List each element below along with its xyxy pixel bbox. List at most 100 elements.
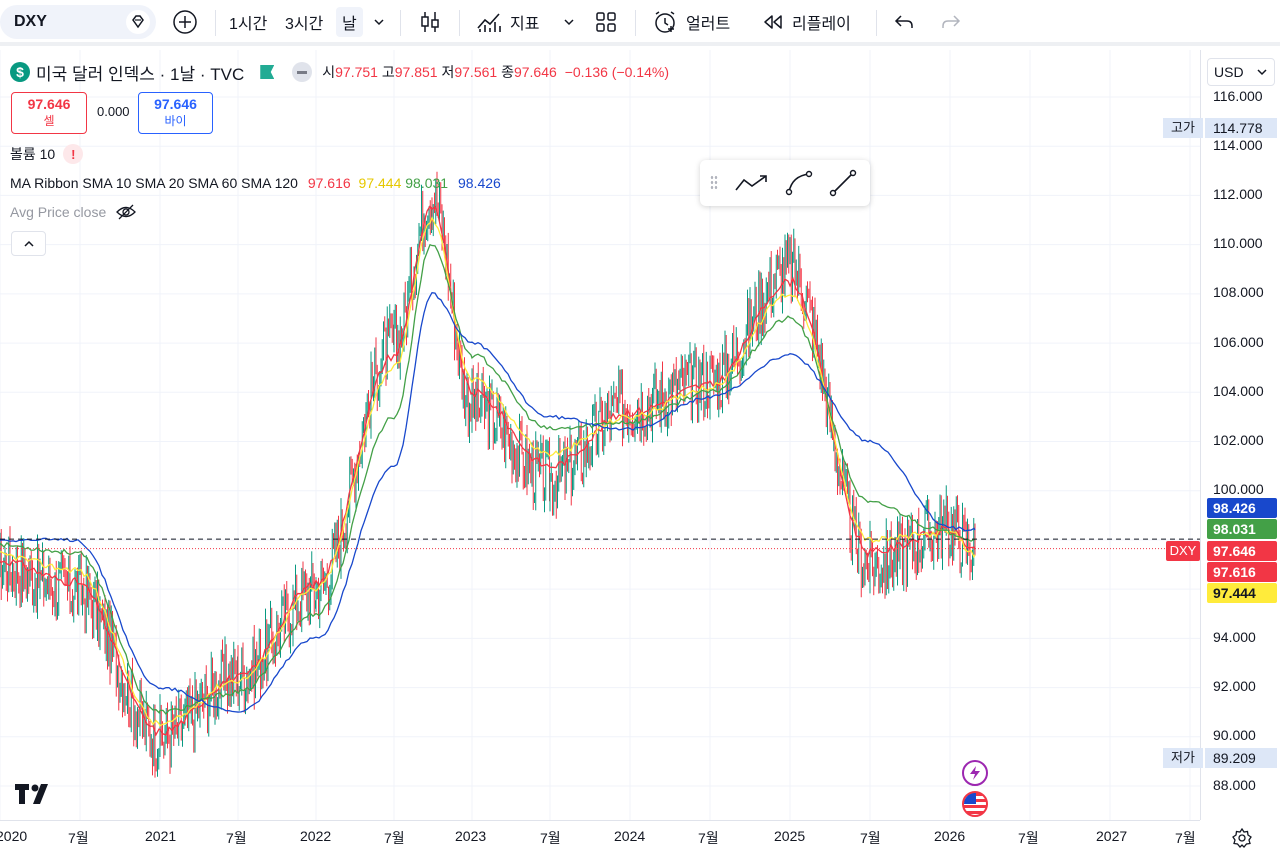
time-tick: 2024	[614, 828, 646, 844]
time-tick: 2021	[145, 828, 177, 844]
price-label-sma20: 97.444	[1207, 583, 1277, 603]
price-axis[interactable]: USD 116.000 114.000 112.000 110.000 108.000 1…	[1200, 50, 1280, 820]
price-tick: 90.000	[1213, 727, 1256, 743]
price-tick: 88.000	[1213, 777, 1256, 793]
trend-line-tool-icon[interactable]	[828, 168, 858, 198]
redo-button[interactable]	[940, 7, 962, 37]
warning-icon[interactable]: !	[63, 144, 84, 164]
undo-button[interactable]	[893, 7, 915, 37]
rewind-icon	[764, 15, 782, 29]
diamond-icon[interactable]	[126, 10, 150, 34]
chart-type-button[interactable]	[419, 7, 441, 37]
price-tick: 104.000	[1213, 383, 1264, 399]
interval-3h[interactable]: 날3시간	[285, 16, 324, 33]
chart-pane[interactable]	[0, 50, 1200, 820]
curve-tool-icon[interactable]	[784, 168, 814, 198]
chevron-down-icon	[374, 19, 384, 26]
price-tick: 102.000	[1213, 432, 1264, 448]
low-value: 89.209	[1205, 748, 1277, 768]
market-status-icon	[260, 65, 275, 79]
time-tick: 2027	[1096, 828, 1128, 844]
spread-value: 0.000	[97, 104, 130, 119]
time-tick: 2023	[455, 828, 487, 844]
price-tick: 112.000	[1213, 186, 1263, 202]
price-tick: 108.000	[1213, 284, 1264, 300]
time-tick: 7월	[1018, 830, 1039, 846]
high-value: 114.778	[1205, 118, 1277, 138]
time-tick: 7월	[540, 830, 561, 846]
price-tick: 116.000	[1213, 88, 1263, 104]
indicators-icon	[477, 13, 501, 32]
drag-handle-icon[interactable]	[710, 175, 718, 191]
chevron-down-icon	[1257, 69, 1267, 76]
top-toolbar: DXY 1시간 날3시간 날 지표 얼러트 리플레이	[0, 0, 1280, 46]
currency-selector[interactable]: USD	[1207, 58, 1275, 86]
time-tick: 2026	[934, 828, 966, 844]
indicators-dropdown[interactable]	[562, 7, 576, 37]
event-lightning-icon[interactable]	[962, 760, 988, 786]
layout-button[interactable]	[595, 7, 617, 37]
interval-1h[interactable]: 1시간	[229, 16, 268, 33]
plus-circle-icon	[173, 10, 197, 34]
price-tick: 92.000	[1213, 678, 1256, 694]
sell-button[interactable]: 97.646 셀	[11, 92, 87, 134]
time-tick: 7월	[698, 830, 719, 846]
time-tick: 2025	[774, 828, 806, 844]
grid-icon	[596, 12, 616, 32]
low-label: 저가	[1163, 748, 1203, 768]
price-tick: 106.000	[1213, 334, 1264, 350]
chevron-up-icon	[23, 240, 34, 247]
price-label-sma120: 98.426	[1207, 498, 1277, 518]
tradingview-logo[interactable]	[15, 784, 53, 804]
price-tick: 94.000	[1213, 629, 1256, 645]
dollar-icon: $	[10, 62, 30, 82]
flag-icon[interactable]	[292, 62, 313, 82]
price-tick: 114.000	[1213, 137, 1263, 153]
interval-day[interactable]: 날	[336, 7, 363, 37]
symbol-text: DXY	[14, 13, 47, 30]
time-tick: 7월	[860, 830, 881, 846]
us-flag-icon[interactable]	[962, 791, 988, 817]
time-tick: 7월	[68, 830, 89, 846]
ma-ribbon-indicator[interactable]: MA Ribbon SMA 10 SMA 20 SMA 60 SMA 120 9…	[10, 175, 501, 191]
price-label-sma60: 98.031	[1207, 519, 1277, 539]
buy-button[interactable]: 97.646 바이	[138, 92, 213, 134]
price-tick: 110.000	[1213, 235, 1263, 251]
ohlc-values: 시97.751 고97.851 저97.561 종97.646 −0.136 (…	[322, 64, 669, 80]
price-label-sma10: 97.616	[1207, 562, 1277, 582]
symbol-price-tag: DXY	[1166, 541, 1200, 561]
undo-icon	[894, 15, 913, 28]
candles-icon	[421, 12, 439, 32]
price-label-last: 97.646	[1207, 541, 1277, 561]
high-label: 고가	[1163, 118, 1203, 138]
avg-price-indicator[interactable]: Avg Price close	[10, 204, 137, 220]
alert-button[interactable]: 얼러트	[652, 7, 730, 37]
price-tick: 100.000	[1213, 481, 1264, 497]
alarm-clock-icon	[655, 11, 675, 33]
time-tick: 7월	[1175, 830, 1196, 846]
chevron-down-icon	[564, 19, 574, 26]
symbol-title[interactable]: 미국 달러 인덱스 · 1날 · TVC	[36, 64, 245, 84]
legend-header: $ 미국 달러 인덱스 · 1날 · TVC 시97.751 고97.851 저…	[10, 60, 669, 84]
time-tick: 7월	[384, 830, 405, 846]
replay-button[interactable]: 리플레이	[762, 7, 851, 37]
interval-dropdown[interactable]	[372, 7, 386, 37]
add-symbol-button[interactable]	[172, 7, 198, 37]
indicators-button[interactable]: 지표	[476, 7, 539, 37]
ma-line-sma-20	[0, 216, 976, 727]
time-tick: 7월	[226, 830, 247, 846]
volume-indicator[interactable]: 볼륨 10 !	[10, 144, 84, 164]
redo-icon	[942, 15, 961, 28]
settings-icon[interactable]	[1232, 827, 1252, 848]
ma-line-sma-60	[0, 243, 976, 716]
time-axis[interactable]: 2020 7월 2021 7월 2022 7월 2023 7월 2024 7월 2025 7월 2026…	[0, 820, 1200, 850]
eye-off-icon[interactable]	[116, 204, 137, 220]
ma-line-sma-10	[0, 204, 976, 737]
time-tick: 2022	[300, 828, 332, 844]
time-tick: 2020	[0, 828, 28, 844]
polyline-tool-icon[interactable]	[734, 170, 770, 196]
ma-line-sma-120	[0, 291, 976, 713]
collapse-legend-button[interactable]	[11, 231, 46, 256]
price-chart[interactable]	[0, 50, 1200, 820]
symbol-search[interactable]: DXY	[0, 5, 156, 39]
